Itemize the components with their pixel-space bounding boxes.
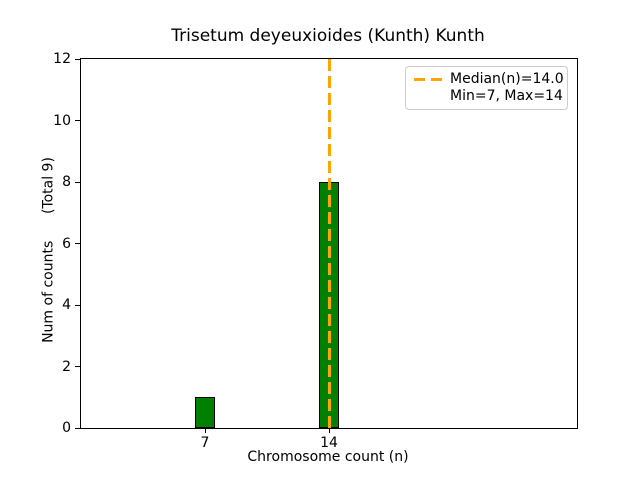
median-dashed-line-swatch (414, 78, 442, 81)
legend-label-median: Median(n)=14.0 (450, 71, 564, 87)
y-axis-label: Num of counts (Total 9) (40, 157, 57, 343)
y-tick-mark (75, 120, 80, 121)
legend: Median(n)=14.0 Min=7, Max=14 (405, 66, 568, 110)
legend-label-minmax: Min=7, Max=14 (450, 88, 563, 104)
y-tick-mark (75, 427, 80, 429)
x-tick-label: 7 (200, 435, 210, 451)
x-tick-mark (204, 428, 206, 433)
y-tick-mark (75, 366, 80, 367)
x-axis-label: Chromosome count (n) (247, 449, 409, 465)
y-tick-mark (75, 243, 80, 244)
legend-spacer (414, 95, 442, 98)
bar (195, 397, 215, 428)
y-tick-label: 12 (53, 51, 71, 67)
x-tick-mark (328, 428, 330, 433)
legend-entry-minmax: Min=7, Max=14 (414, 88, 563, 105)
y-tick-label: 2 (62, 358, 71, 375)
y-tick-label: 10 (53, 112, 71, 129)
y-tick-label: 6 (62, 235, 71, 252)
y-tick-mark (75, 181, 80, 183)
y-tick-mark (75, 304, 80, 306)
legend-entry-median: Median(n)=14.0 (414, 71, 564, 88)
median-line (327, 59, 331, 428)
y-tick-mark (75, 58, 80, 60)
plot-area: 0 2 4 6 8 10 12 7 14 (53, 51, 578, 451)
y-tick-label: 4 (62, 297, 71, 313)
x-tick-label: 14 (320, 435, 338, 451)
chart-title: Trisetum deyeuxioides (Kunth) Kunth (171, 26, 485, 46)
y-tick-label: 0 (62, 420, 71, 436)
y-tick-label: 8 (62, 174, 71, 190)
